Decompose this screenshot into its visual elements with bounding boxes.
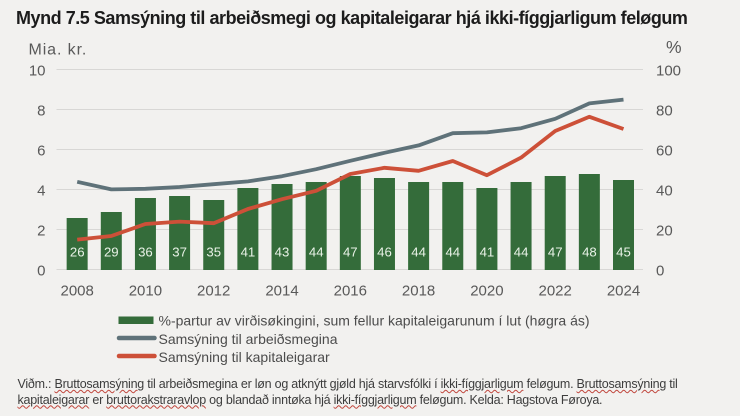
svg-text:43: 43 — [275, 245, 290, 260]
svg-text:37: 37 — [172, 245, 187, 260]
svg-text:Mia. kr.: Mia. kr. — [29, 42, 88, 59]
svg-text:0: 0 — [656, 263, 664, 280]
svg-text:6: 6 — [37, 143, 45, 160]
svg-text:41: 41 — [241, 245, 256, 260]
svg-text:80: 80 — [656, 103, 673, 120]
svg-text:2024: 2024 — [607, 283, 640, 300]
svg-text:0: 0 — [37, 263, 45, 280]
svg-text:2014: 2014 — [265, 283, 298, 300]
svg-text:44: 44 — [309, 245, 324, 260]
svg-text:2018: 2018 — [402, 283, 435, 300]
svg-text:2010: 2010 — [129, 283, 162, 300]
svg-text:%: % — [666, 37, 682, 57]
svg-text:2022: 2022 — [539, 283, 572, 300]
svg-text:26: 26 — [70, 245, 85, 260]
svg-text:60: 60 — [656, 143, 673, 160]
svg-text:2012: 2012 — [197, 283, 230, 300]
svg-text:4: 4 — [37, 183, 45, 200]
svg-text:20: 20 — [656, 223, 673, 240]
svg-text:2008: 2008 — [61, 283, 94, 300]
svg-text:35: 35 — [206, 245, 221, 260]
svg-text:%-partur av virðisøkingini, su: %-partur av virðisøkingini, sum fellur k… — [159, 313, 590, 329]
svg-text:Samsýning til arbeiðsmegina: Samsýning til arbeiðsmegina — [159, 331, 338, 347]
svg-text:40: 40 — [656, 183, 673, 200]
svg-text:44: 44 — [514, 245, 529, 260]
svg-text:45: 45 — [616, 245, 631, 260]
svg-text:2: 2 — [37, 223, 45, 240]
svg-text:47: 47 — [343, 245, 358, 260]
svg-text:10: 10 — [29, 63, 46, 80]
svg-text:100: 100 — [656, 63, 681, 80]
svg-text:44: 44 — [445, 245, 460, 260]
svg-text:36: 36 — [138, 245, 153, 260]
svg-text:2016: 2016 — [334, 283, 367, 300]
svg-text:44: 44 — [411, 245, 426, 260]
svg-text:29: 29 — [104, 245, 119, 260]
svg-text:Samsýning til kapitaleigarar: Samsýning til kapitaleigarar — [159, 349, 331, 365]
svg-text:46: 46 — [377, 245, 392, 260]
svg-text:47: 47 — [548, 245, 563, 260]
svg-text:48: 48 — [582, 245, 597, 260]
svg-text:8: 8 — [37, 103, 45, 120]
svg-text:2020: 2020 — [470, 283, 503, 300]
svg-text:41: 41 — [480, 245, 495, 260]
